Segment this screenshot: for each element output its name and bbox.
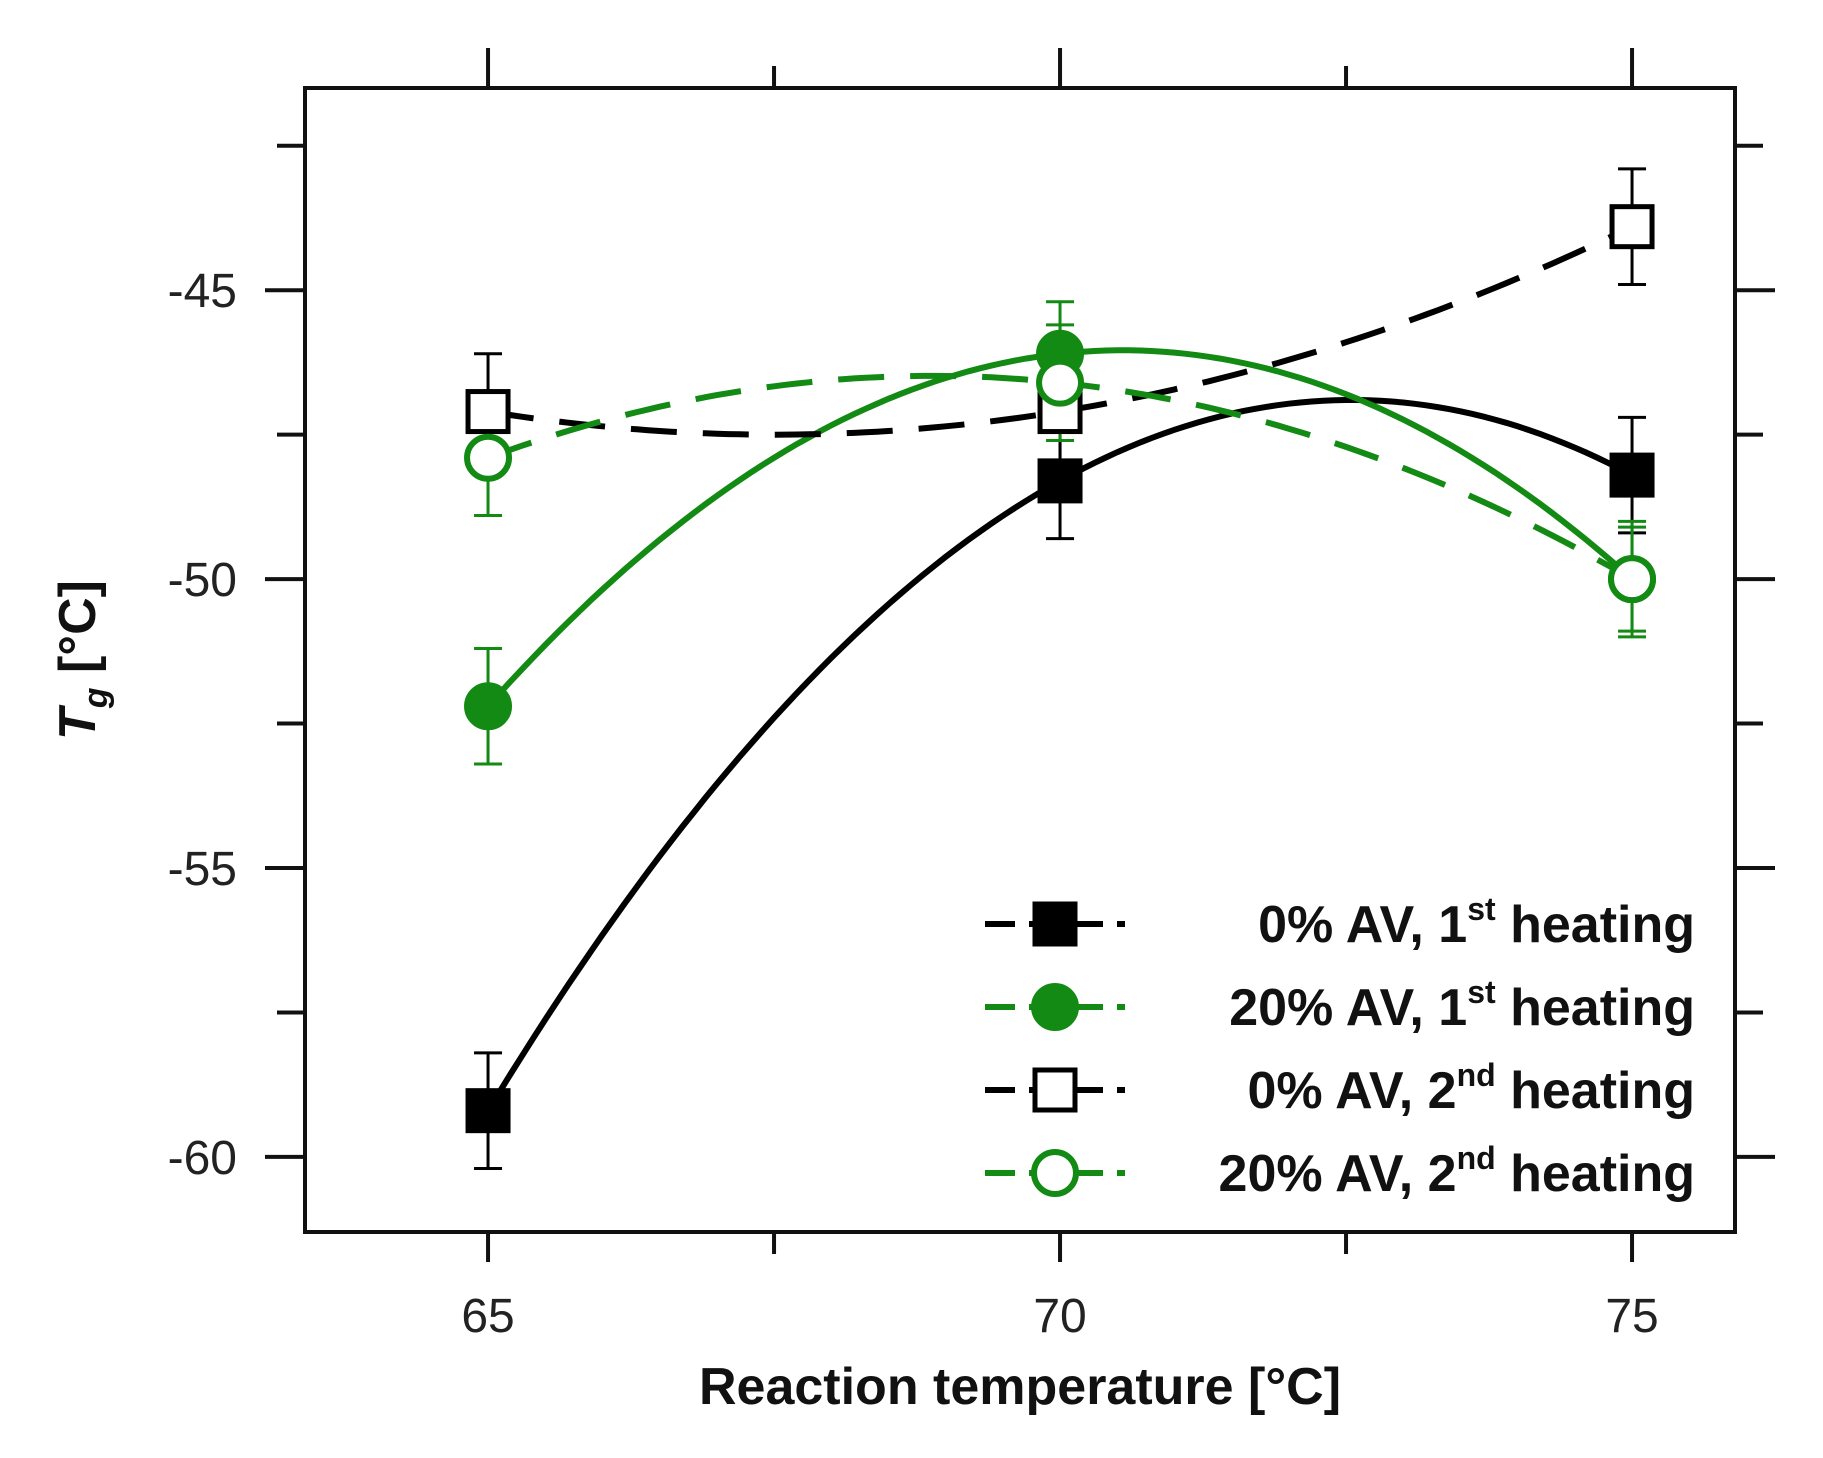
legend-label-superscript: st: [1467, 891, 1496, 927]
legend-marker-series-3: [1031, 1149, 1079, 1197]
data-point-series-0: [1609, 452, 1655, 498]
data-point-series-0: [1037, 458, 1083, 504]
tick-labels: 65 70 75 -45 -50 -55 -60: [168, 265, 1659, 1343]
plot-frame: [303, 86, 1737, 1234]
y-axis-title-unit: [°C]: [49, 580, 107, 687]
legend-label-main: 20% AV, 2: [1219, 1145, 1457, 1203]
legend-label-tail: heating: [1496, 1062, 1695, 1120]
y-axis-title: Tg [°C]: [49, 580, 115, 740]
legend-marker-series-0: [1032, 901, 1078, 947]
legend-label-main: 20% AV, 1: [1229, 979, 1467, 1037]
data-markers: [464, 204, 1657, 1134]
legend-label-superscript: st: [1467, 974, 1496, 1010]
x-axis-title: Reaction temperature [°C]: [699, 1358, 1341, 1416]
legend-label-tail: heating: [1496, 896, 1695, 954]
legend-label-series-1: 20% AV, 1st heating: [1229, 974, 1695, 1037]
legend-label-superscript: nd: [1457, 1140, 1496, 1176]
data-point-series-3: [1036, 358, 1085, 407]
data-point-series-0: [465, 1088, 511, 1134]
y-tick-label: -55: [168, 843, 237, 896]
legend-marker-series-2: [1032, 1067, 1078, 1113]
axis-ticks: [265, 48, 1775, 1262]
y-axis-title-subscript: g: [77, 687, 115, 709]
legend-label-series-0: 0% AV, 1st heating: [1258, 891, 1695, 954]
fit-line-series-2: [487, 223, 1634, 438]
legend-label-main: 0% AV, 1: [1258, 896, 1467, 954]
x-tick-label: 70: [1033, 1290, 1086, 1343]
legend-label-tail: heating: [1496, 979, 1695, 1037]
legend-label-tail: heating: [1496, 1145, 1695, 1203]
y-axis-title-symbol: T: [49, 704, 107, 740]
data-point-series-2: [465, 389, 511, 435]
legend-label-series-3: 20% AV, 2nd heating: [1219, 1140, 1695, 1203]
y-tick-label: -45: [168, 265, 237, 318]
legend-label-superscript: nd: [1457, 1057, 1496, 1093]
y-tick-label: -60: [168, 1132, 237, 1185]
x-tick-label: 65: [461, 1290, 514, 1343]
y-tick-label: -50: [168, 554, 237, 607]
legend-marker-series-1: [1031, 983, 1079, 1031]
data-point-series-3: [464, 433, 513, 482]
legend-label-series-2: 0% AV, 2nd heating: [1247, 1057, 1695, 1120]
legend-label-main: 0% AV, 2: [1247, 1062, 1456, 1120]
data-point-series-3: [1608, 555, 1657, 604]
data-point-series-2: [1609, 204, 1655, 250]
x-tick-label: 75: [1605, 1290, 1658, 1343]
data-point-series-1: [464, 682, 513, 731]
